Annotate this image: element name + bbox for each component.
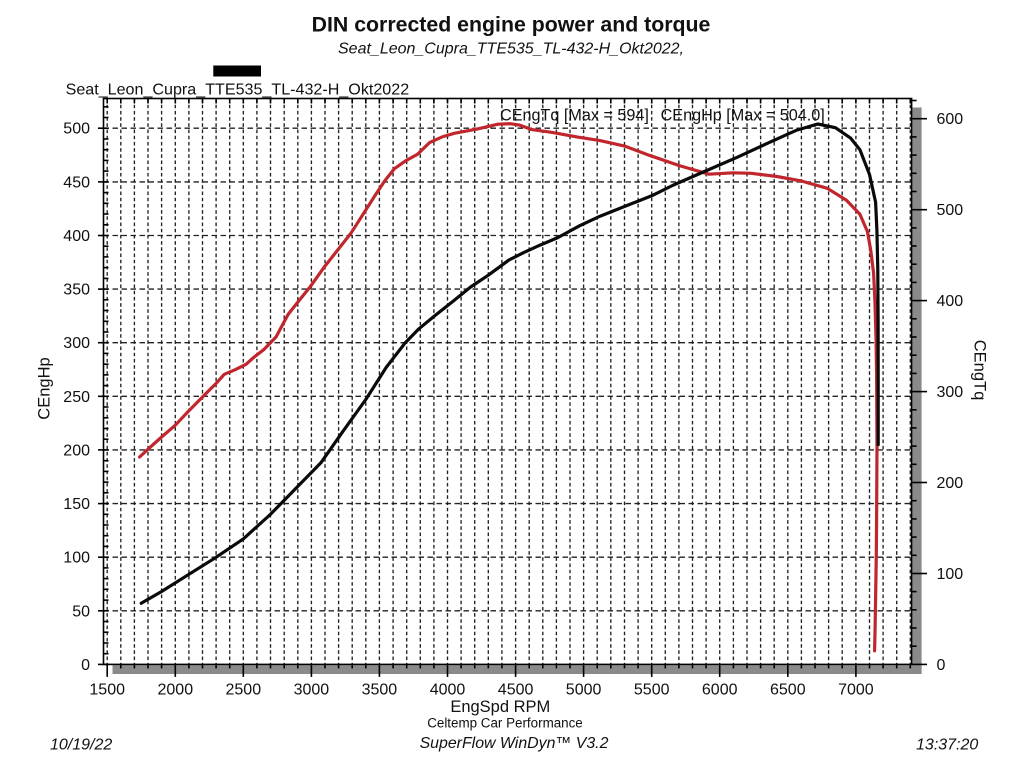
svg-text:5000: 5000 <box>566 682 602 699</box>
svg-text:500: 500 <box>63 121 90 138</box>
svg-text:13:37:20: 13:37:20 <box>916 737 978 754</box>
svg-text:500: 500 <box>937 202 964 219</box>
svg-text:6500: 6500 <box>770 682 806 699</box>
svg-text:6000: 6000 <box>702 682 738 699</box>
svg-text:4000: 4000 <box>430 682 466 699</box>
svg-text:300: 300 <box>63 335 90 352</box>
svg-text:400: 400 <box>937 293 964 310</box>
svg-text:2500: 2500 <box>226 682 262 699</box>
svg-text:Celtemp Car Performance: Celtemp Car Performance <box>427 716 583 731</box>
svg-text:150: 150 <box>63 496 90 513</box>
svg-text:100: 100 <box>63 550 90 567</box>
svg-text:0: 0 <box>937 657 946 674</box>
svg-text:200: 200 <box>63 442 90 459</box>
svg-text:7000: 7000 <box>838 682 874 699</box>
svg-text:250: 250 <box>63 389 90 406</box>
svg-text:CEngTq: CEngTq <box>971 340 989 401</box>
svg-text:600: 600 <box>937 111 964 128</box>
svg-text:3500: 3500 <box>362 682 398 699</box>
svg-text:CEngHp: CEngHp <box>36 357 54 419</box>
svg-text:400: 400 <box>63 228 90 245</box>
svg-text:CEngTq [Max = 594]: CEngTq [Max = 594] <box>500 107 649 125</box>
svg-text:0: 0 <box>81 657 90 674</box>
svg-text:SuperFlow WinDyn™ V3.2: SuperFlow WinDyn™ V3.2 <box>420 735 609 752</box>
svg-text:3000: 3000 <box>294 682 330 699</box>
svg-text:450: 450 <box>63 174 90 191</box>
svg-text:4500: 4500 <box>498 682 534 699</box>
svg-text:CEngHp [Max = 504.0]: CEngHp [Max = 504.0] <box>661 107 825 125</box>
svg-text:DIN corrected engine power and: DIN corrected engine power and torque <box>312 13 711 37</box>
svg-text:Seat_Leon_Cupra_TTE535_TL-432-: Seat_Leon_Cupra_TTE535_TL-432-H_Okt2022, <box>338 41 684 58</box>
svg-text:350: 350 <box>63 282 90 299</box>
svg-text:10/19/22: 10/19/22 <box>50 737 112 754</box>
svg-text:Seat_Leon_Cupra_TTE535_TL-432-: Seat_Leon_Cupra_TTE535_TL-432-H_Okt2022 <box>66 80 410 98</box>
svg-text:1500: 1500 <box>89 682 125 699</box>
svg-text:2000: 2000 <box>158 682 194 699</box>
svg-text:EngSpd RPM: EngSpd RPM <box>450 698 550 716</box>
svg-text:50: 50 <box>72 603 90 620</box>
svg-text:5500: 5500 <box>634 682 670 699</box>
svg-text:200: 200 <box>937 475 964 492</box>
svg-text:100: 100 <box>937 566 964 583</box>
svg-text:300: 300 <box>937 384 964 401</box>
